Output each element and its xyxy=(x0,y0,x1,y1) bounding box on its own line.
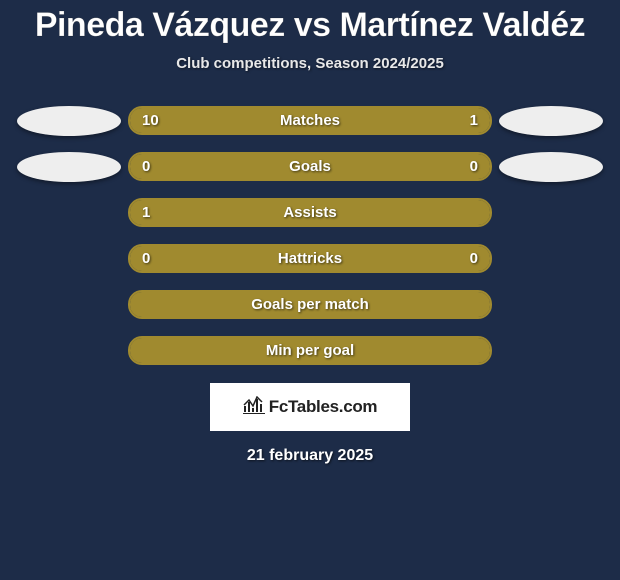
stat-bar: Goals per match xyxy=(128,290,492,319)
stat-bar: 10 Matches 1 xyxy=(128,106,492,135)
stat-value-right: 0 xyxy=(458,250,478,267)
avatar-slot-right xyxy=(492,152,610,182)
root: Pineda Vázquez vs Martínez Valdéz Club c… xyxy=(0,0,620,580)
stat-label: Min per goal xyxy=(266,342,354,359)
player-avatar-left xyxy=(17,106,121,136)
stat-value-left: 10 xyxy=(142,112,162,129)
stat-label: Assists xyxy=(283,204,336,221)
bar-overlay: Goals per match xyxy=(130,292,490,317)
stat-row: 1 Assists xyxy=(10,198,610,227)
stat-row: 0 Hattricks 0 xyxy=(10,244,610,273)
bar-overlay: 10 Matches 1 xyxy=(130,108,490,133)
stat-label: Goals per match xyxy=(251,296,369,313)
stat-label: Matches xyxy=(280,112,340,129)
stat-bar: 0 Goals 0 xyxy=(128,152,492,181)
bar-overlay: 0 Goals 0 xyxy=(130,154,490,179)
bar-overlay: 1 Assists xyxy=(130,200,490,225)
stat-bar: 0 Hattricks 0 xyxy=(128,244,492,273)
avatar-slot-right xyxy=(492,106,610,136)
stat-row: 10 Matches 1 xyxy=(10,106,610,135)
page-title: Pineda Vázquez vs Martínez Valdéz xyxy=(35,6,585,45)
stat-label: Goals xyxy=(289,158,331,175)
stat-label: Hattricks xyxy=(278,250,342,267)
bar-overlay: Min per goal xyxy=(130,338,490,363)
avatar-slot-left xyxy=(10,152,128,182)
stats-area: 10Matches10Goals01Assists0Hattricks0Goal… xyxy=(0,106,620,365)
stat-value-right: 1 xyxy=(458,112,478,129)
source-logo: FcTables.com xyxy=(210,383,410,431)
stat-row: 0 Goals 0 xyxy=(10,152,610,181)
stat-value-left: 0 xyxy=(142,250,162,267)
stat-row: Goals per match xyxy=(10,290,610,319)
footer-date: 21 february 2025 xyxy=(247,447,373,465)
avatar-slot-left xyxy=(10,106,128,136)
stat-value-left: 1 xyxy=(142,204,162,221)
player-avatar-left xyxy=(17,152,121,182)
stat-row: Min per goal xyxy=(10,336,610,365)
player-avatar-right xyxy=(499,106,603,136)
page-subtitle: Club competitions, Season 2024/2025 xyxy=(176,55,444,72)
stat-value-right: 0 xyxy=(458,158,478,175)
logo-text: FcTables.com xyxy=(269,397,378,417)
bar-overlay: 0 Hattricks 0 xyxy=(130,246,490,271)
stat-bar: Min per goal xyxy=(128,336,492,365)
chart-icon xyxy=(243,396,265,419)
stat-bar: 1 Assists xyxy=(128,198,492,227)
player-avatar-right xyxy=(499,152,603,182)
stat-value-left: 0 xyxy=(142,158,162,175)
